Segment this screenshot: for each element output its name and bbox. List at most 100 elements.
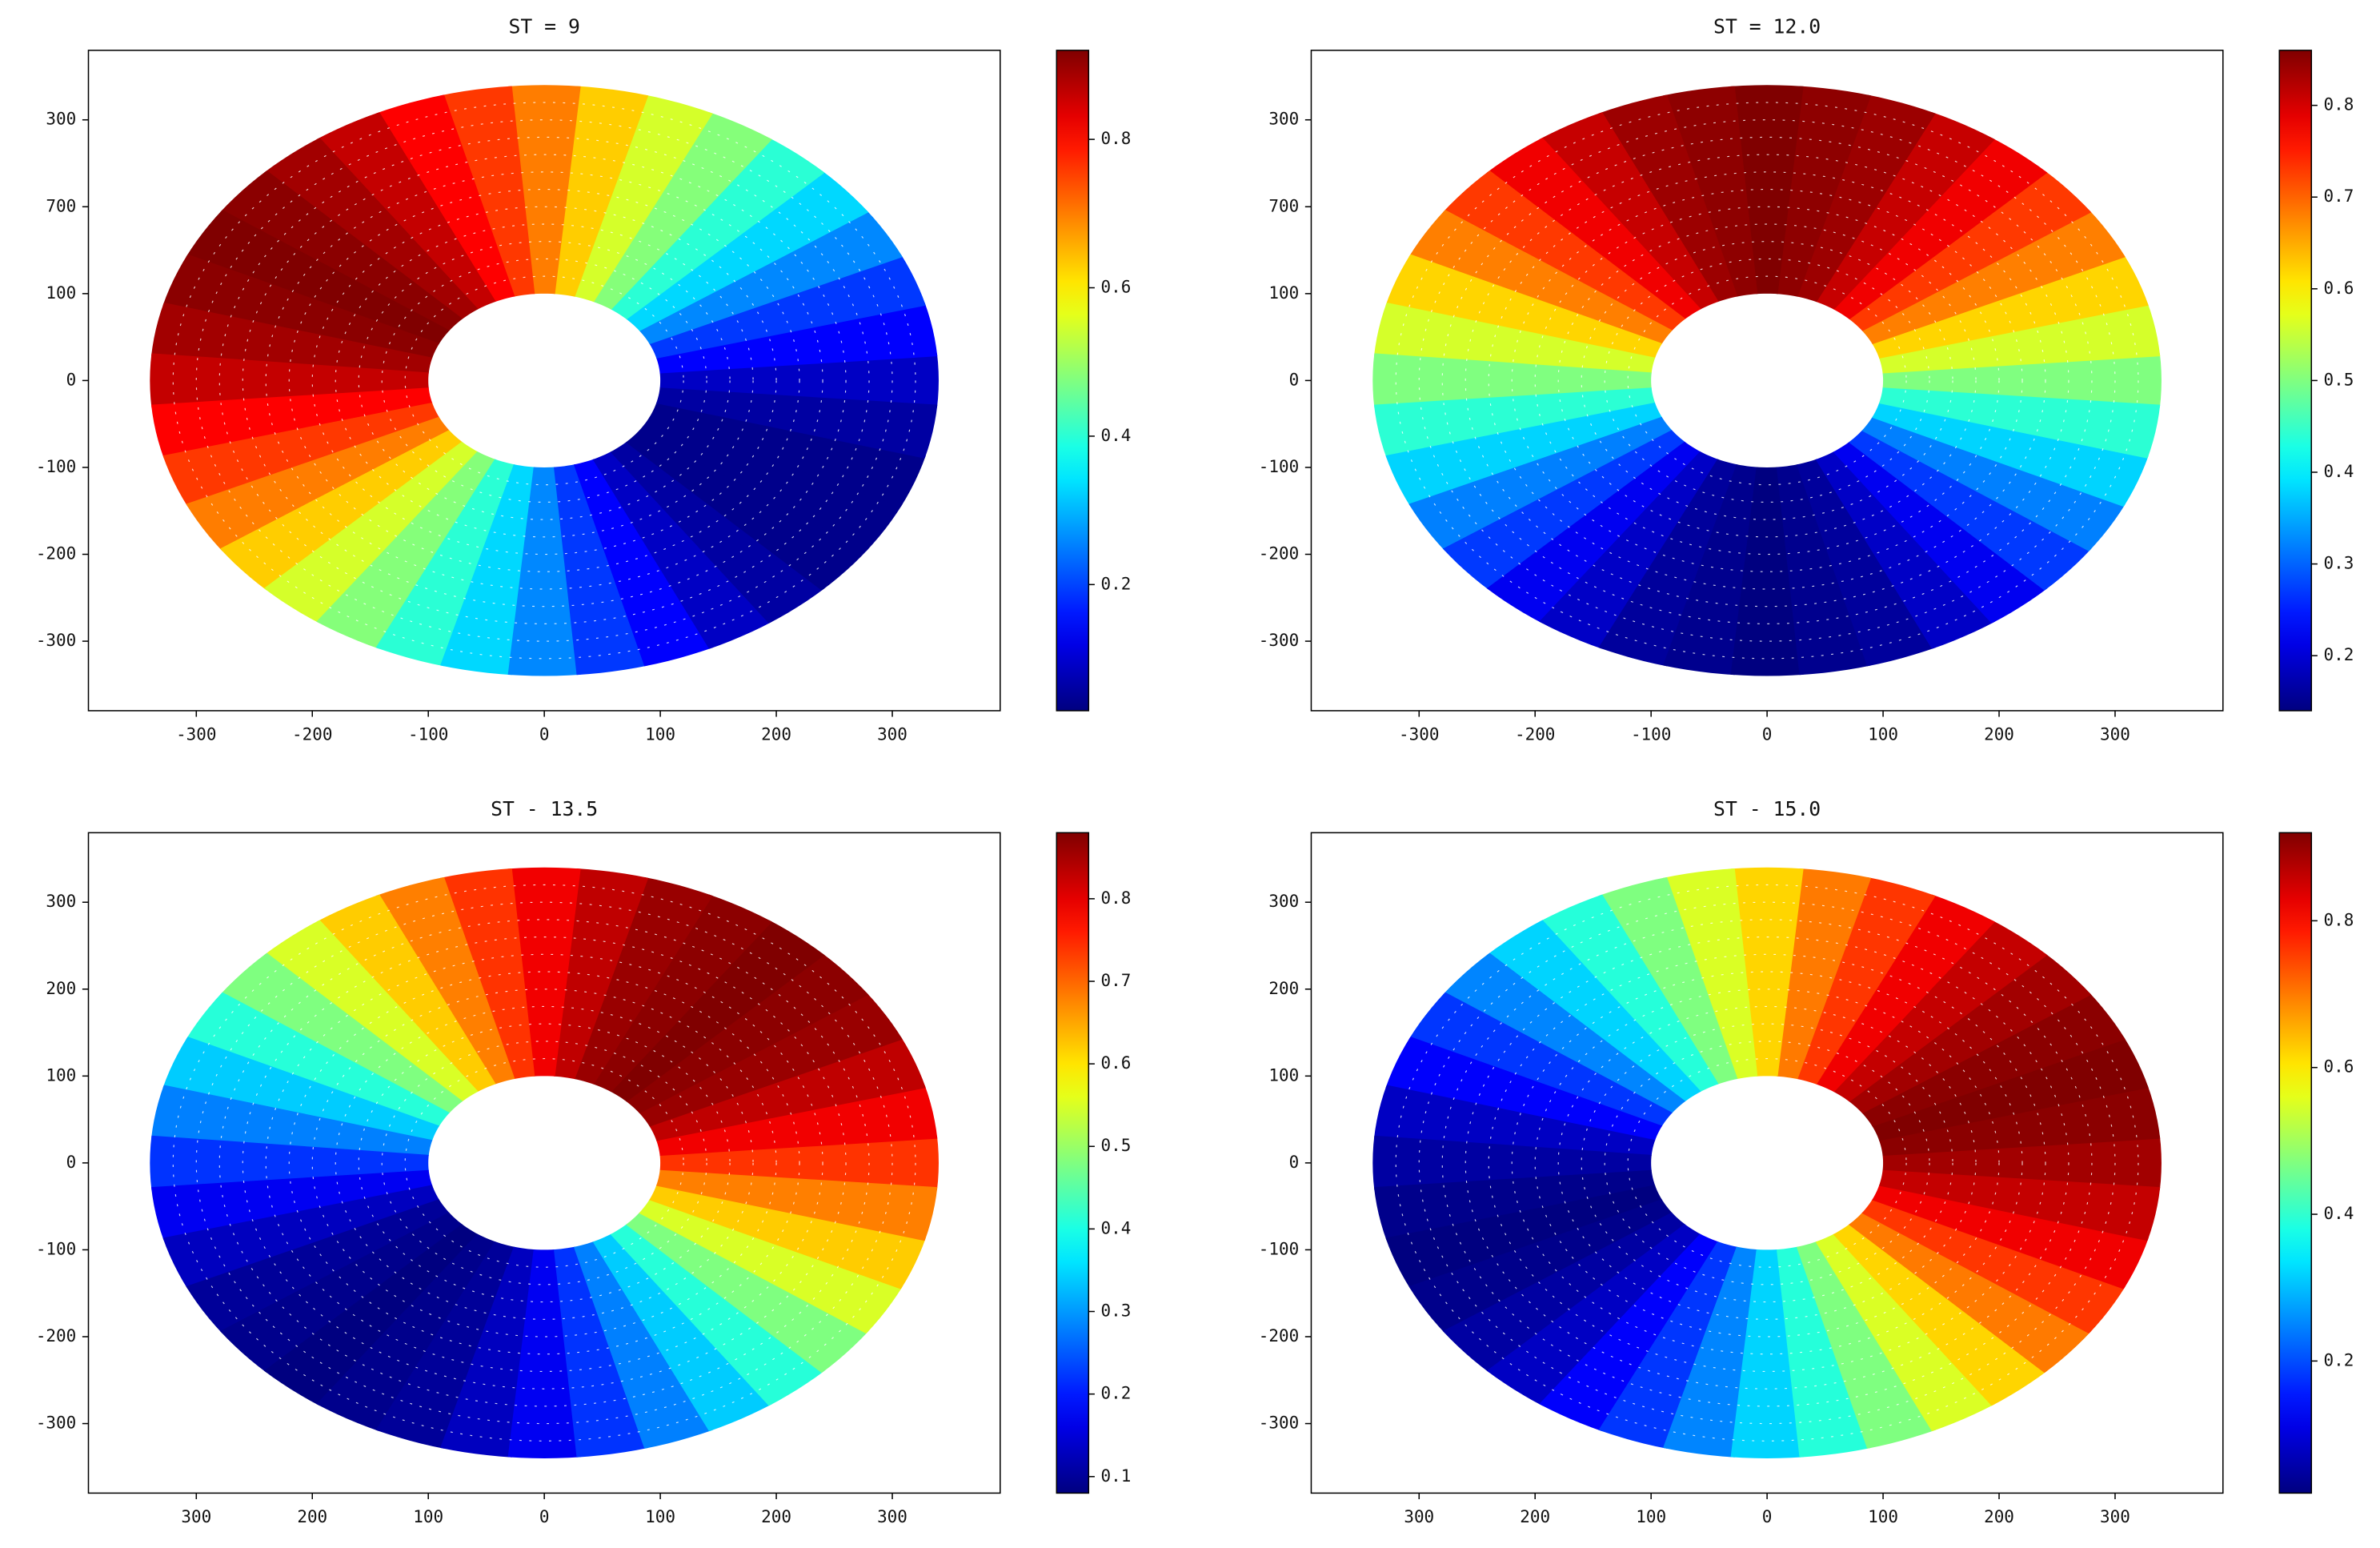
wedge — [639, 210, 903, 345]
x-tick-label: 200 — [761, 1507, 791, 1526]
wedge — [1598, 94, 1738, 303]
wedge — [1878, 387, 2161, 459]
x-tick-label: 0 — [539, 1507, 550, 1526]
colorbar — [2278, 50, 2313, 712]
wedge — [1385, 254, 1663, 359]
colorbar-tick-label: 0.3 — [2324, 554, 2354, 573]
ring-texture — [1488, 171, 2046, 590]
wedge — [1539, 112, 1719, 310]
chart-title: ST - 15.0 — [1713, 797, 1821, 820]
x-tick-label: -100 — [1631, 724, 1671, 744]
wedge — [626, 1212, 869, 1374]
x-tick-label: 300 — [1404, 1507, 1434, 1526]
ring-texture — [1511, 971, 2023, 1355]
x-tick-label: 300 — [877, 724, 908, 744]
x-tick-label: 200 — [1984, 1507, 2014, 1526]
colorbar-tick-label: 0.5 — [1101, 1136, 1132, 1155]
y-tick-label: 0 — [1289, 1153, 1300, 1172]
x-tick-label: 200 — [1520, 1507, 1550, 1526]
wedge — [649, 1037, 926, 1141]
wedge — [1878, 1169, 2161, 1241]
x-tick-label: 100 — [1868, 1507, 1898, 1526]
x-tick-label: 300 — [2100, 1507, 2130, 1526]
wedge — [554, 464, 649, 676]
ring-texture — [311, 206, 777, 555]
x-tick-label: 0 — [1762, 1507, 1773, 1526]
y-tick-label: 100 — [1268, 283, 1299, 303]
wedge — [1486, 137, 1701, 320]
x-tick-label: -200 — [292, 724, 332, 744]
ring-texture — [265, 953, 823, 1372]
wedge — [263, 920, 479, 1102]
wedge — [1598, 876, 1738, 1085]
y-tick-label: 0 — [1289, 370, 1300, 389]
x-tick-label: 100 — [1636, 1507, 1666, 1526]
wedge — [316, 1233, 496, 1432]
y-tick-label: 700 — [46, 196, 76, 215]
wedge — [554, 1246, 649, 1458]
wedge — [1878, 303, 2161, 374]
y-tick-label: 100 — [1268, 1065, 1299, 1085]
chart-title: ST - 13.5 — [491, 797, 598, 820]
wedge — [573, 1241, 713, 1449]
wedge — [626, 430, 869, 591]
ring-texture — [381, 258, 707, 503]
wedge — [1539, 451, 1719, 649]
ring-texture — [311, 989, 777, 1337]
x-tick-label: -200 — [1515, 724, 1555, 744]
y-tick-label: -200 — [1259, 1326, 1299, 1345]
wedge — [375, 459, 515, 667]
y-tick-label: -300 — [1259, 631, 1299, 650]
chart-title: ST = 9 — [508, 14, 579, 38]
wedge — [655, 387, 938, 459]
ring-texture — [218, 919, 870, 1407]
ring-texture — [1464, 154, 2069, 608]
wedge — [1872, 1037, 2149, 1141]
ring-texture — [1534, 206, 2000, 555]
wedge — [1598, 459, 1738, 667]
ring-texture — [1395, 102, 2139, 660]
colorbar-tick-label: 0.6 — [2324, 279, 2354, 298]
ring-texture — [404, 1058, 684, 1268]
wedge — [263, 441, 479, 624]
wedge — [162, 254, 440, 359]
wedge — [639, 992, 903, 1127]
wedge — [1730, 867, 1804, 1077]
wedge — [263, 1224, 479, 1406]
wedge — [1408, 992, 1673, 1127]
wedge — [375, 876, 515, 1085]
wedge — [1796, 1241, 1936, 1449]
wedge — [1539, 1233, 1719, 1432]
y-tick-label: -200 — [36, 544, 76, 563]
y-tick-label: -100 — [1259, 457, 1299, 476]
y-tick-label: 100 — [46, 283, 76, 303]
wedge — [1598, 1241, 1738, 1449]
ring-texture — [1418, 119, 2116, 642]
wedge — [655, 303, 938, 374]
ring-texture — [1581, 241, 1953, 520]
wedge — [1730, 85, 1804, 295]
wedge — [162, 1185, 440, 1289]
ring-texture — [195, 119, 893, 642]
y-tick-label: 700 — [1268, 196, 1299, 215]
wedge — [1796, 459, 1936, 667]
ring-texture — [1604, 258, 1930, 503]
wedge — [1486, 441, 1701, 624]
colorbar-tick-label: 0.3 — [1101, 1301, 1132, 1321]
wedge — [375, 1241, 515, 1449]
ring-texture — [1511, 189, 2023, 572]
x-tick-label: 100 — [645, 1507, 675, 1526]
x-tick-label: 200 — [297, 1507, 327, 1526]
x-tick-label: 200 — [1984, 724, 2014, 744]
colorbar-tick-label: 0.2 — [1101, 574, 1132, 593]
ring-texture — [358, 241, 731, 520]
x-tick-label: 300 — [181, 1507, 211, 1526]
colorbar-tick-label: 0.6 — [2324, 1057, 2354, 1077]
wedge — [639, 416, 903, 551]
wedge — [316, 451, 496, 649]
wedge — [1385, 402, 1663, 507]
colorbar-tick-label: 0.4 — [2324, 1204, 2354, 1223]
ring-texture — [288, 971, 800, 1355]
wedge — [1408, 210, 1673, 345]
